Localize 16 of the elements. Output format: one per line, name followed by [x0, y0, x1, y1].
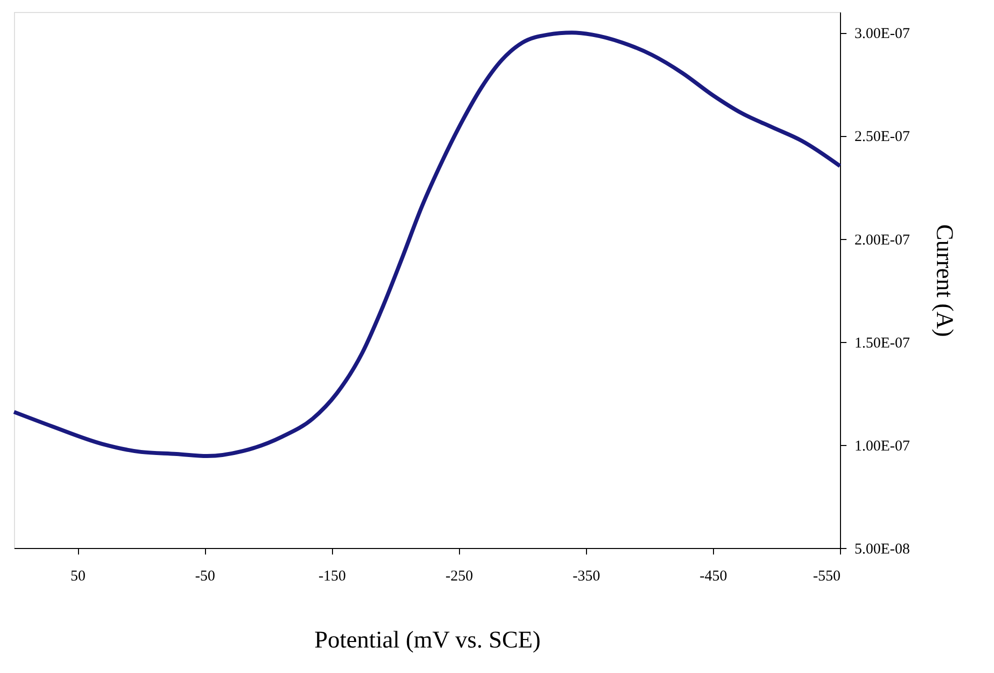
- y-tick-label: 2.50E-07: [854, 129, 910, 146]
- x-tick-label: -350: [572, 568, 600, 584]
- x-tick-label: -550: [813, 568, 840, 584]
- x-tick-label: -150: [318, 568, 346, 584]
- line-series: [12, 30, 842, 458]
- y-tick-label: 1.00E-07: [854, 438, 910, 454]
- x-axis-title: Potential (mV vs. SCE): [314, 628, 541, 654]
- x-tick-label: -250: [446, 568, 474, 584]
- y-tick-label: 5.00E-08: [854, 542, 910, 558]
- y-tick-label: 3.00E-07: [854, 26, 910, 42]
- x-tick-label: -50: [195, 568, 216, 584]
- x-tick-label: -450: [700, 568, 728, 584]
- x-tick-label: 50: [70, 568, 86, 584]
- y-tick-label: 2.00E-07: [854, 232, 910, 248]
- y-tick-label: 1.50E-07: [854, 335, 910, 352]
- y-axis-title: Current (A): [930, 224, 957, 337]
